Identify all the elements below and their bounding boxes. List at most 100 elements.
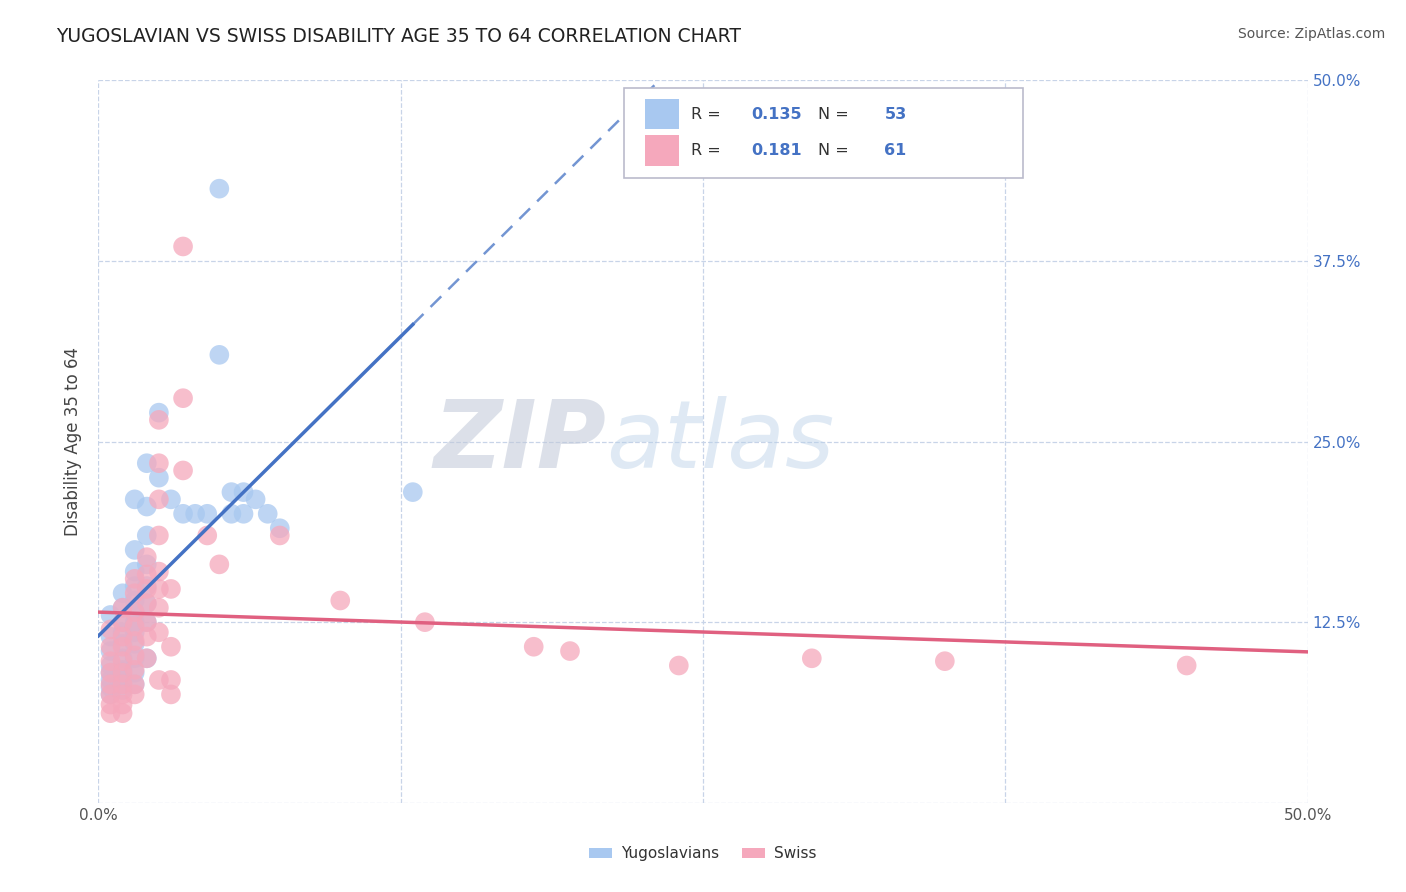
Text: N =: N = (818, 107, 853, 121)
Point (402, 485, 425, 500)
Point (111, 654, 134, 668)
Point (232, 485, 254, 500)
Point (124, 593, 146, 607)
Text: YUGOSLAVIAN VS SWISS DISABILITY AGE 35 TO 64 CORRELATION CHART: YUGOSLAVIAN VS SWISS DISABILITY AGE 35 T… (56, 27, 741, 45)
Point (148, 528, 170, 542)
Point (100, 630, 122, 644)
Point (100, 680, 122, 694)
Point (124, 605, 146, 619)
Point (135, 651, 157, 665)
Point (124, 565, 146, 579)
Point (111, 625, 134, 640)
Point (135, 456, 157, 470)
Point (111, 665, 134, 680)
Point (269, 528, 291, 542)
Point (135, 550, 157, 565)
Point (111, 630, 134, 644)
Point (111, 586, 134, 600)
Point (100, 623, 122, 637)
Point (208, 348, 231, 362)
Point (124, 605, 146, 619)
Legend: Yugoslavians, Swiss: Yugoslavians, Swiss (583, 840, 823, 867)
Point (111, 706, 134, 721)
Point (111, 683, 134, 698)
Point (100, 673, 122, 687)
Point (148, 600, 170, 615)
Point (100, 687, 122, 701)
Point (124, 579, 146, 593)
Point (111, 651, 134, 665)
Point (148, 673, 170, 687)
Point (148, 582, 170, 596)
Point (232, 507, 254, 521)
Point (934, 654, 956, 668)
Point (135, 596, 157, 610)
Point (111, 698, 134, 712)
Point (148, 492, 170, 507)
Point (148, 456, 170, 470)
Point (135, 615, 157, 630)
Y-axis label: Disability Age 35 to 64: Disability Age 35 to 64 (65, 347, 83, 536)
Text: 61: 61 (884, 143, 907, 158)
Point (245, 492, 267, 507)
Point (329, 593, 352, 607)
Point (124, 634, 146, 648)
Text: ZIP: ZIP (433, 395, 606, 488)
Point (100, 698, 122, 712)
Point (124, 677, 146, 691)
Point (124, 637, 146, 651)
Point (160, 673, 183, 687)
Point (135, 558, 157, 572)
Point (100, 677, 122, 691)
Point (100, 654, 122, 668)
Point (124, 625, 146, 640)
Point (100, 706, 122, 721)
Point (135, 615, 157, 630)
Point (668, 658, 690, 673)
Text: 0.181: 0.181 (751, 143, 801, 158)
Point (558, 644, 581, 658)
Point (124, 542, 146, 557)
Point (172, 239, 194, 253)
Point (100, 687, 122, 701)
Point (1175, 658, 1198, 673)
Point (135, 579, 157, 593)
Point (124, 572, 146, 586)
Point (208, 558, 231, 572)
Point (172, 463, 194, 477)
Point (221, 507, 243, 521)
Point (111, 615, 134, 630)
Point (100, 640, 122, 654)
Point (124, 687, 146, 701)
Point (124, 648, 146, 663)
Point (124, 492, 146, 507)
Point (172, 391, 194, 405)
Point (195, 507, 218, 521)
Point (100, 665, 122, 680)
Point (100, 658, 122, 673)
Point (111, 637, 134, 651)
Point (100, 607, 122, 622)
Point (800, 651, 823, 665)
Text: N =: N = (818, 143, 853, 158)
Text: R =: R = (690, 143, 725, 158)
Point (100, 665, 122, 680)
Point (135, 500, 157, 514)
Point (195, 528, 218, 542)
Text: atlas: atlas (606, 396, 835, 487)
Point (124, 586, 146, 600)
Point (111, 687, 134, 701)
Point (135, 528, 157, 542)
Point (111, 600, 134, 615)
Point (160, 582, 183, 596)
Point (148, 470, 170, 484)
Point (523, 640, 546, 654)
Point (111, 600, 134, 615)
Point (124, 651, 146, 665)
Point (100, 644, 122, 658)
Point (208, 182, 231, 196)
Point (124, 665, 146, 680)
Point (160, 687, 183, 701)
Text: 0.135: 0.135 (751, 107, 801, 121)
Point (148, 565, 170, 579)
